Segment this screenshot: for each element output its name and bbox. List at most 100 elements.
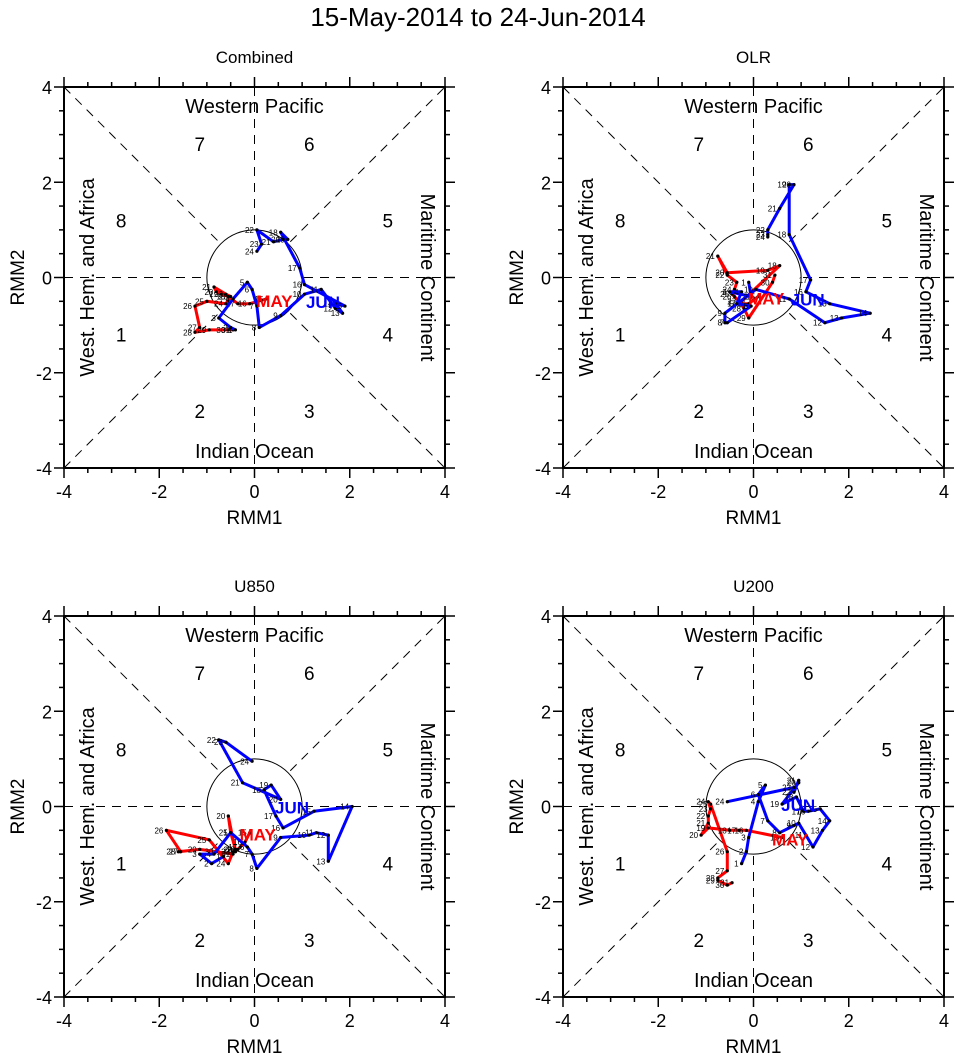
day-marker bbox=[780, 835, 784, 840]
day-marker bbox=[773, 273, 777, 277]
x-tick-label: -2 bbox=[151, 1011, 167, 1031]
day-marker bbox=[744, 828, 748, 832]
day-marker bbox=[236, 847, 240, 851]
panel-olr: OLR Western Pacific Indian Ocean West. Hem.… bbox=[507, 48, 954, 529]
day-label: 14 bbox=[324, 300, 333, 309]
x-tick-label: -4 bbox=[555, 482, 571, 502]
day-marker bbox=[312, 809, 316, 813]
region-label-right: Maritime Continent bbox=[416, 194, 438, 362]
day-marker bbox=[229, 294, 233, 299]
day-label: 21 bbox=[696, 819, 705, 828]
day-label: 23 bbox=[250, 240, 259, 249]
day-marker bbox=[212, 852, 216, 856]
day-label: 1 bbox=[741, 278, 746, 287]
day-label: 23 bbox=[756, 231, 765, 240]
day-label: 24 bbox=[723, 285, 732, 294]
day-label: 13 bbox=[331, 309, 340, 318]
day-marker bbox=[207, 328, 211, 332]
day-marker bbox=[238, 845, 242, 849]
day-label: 31 bbox=[221, 850, 230, 859]
day-label: 11 bbox=[310, 285, 319, 294]
day-marker bbox=[179, 850, 183, 854]
day-marker bbox=[224, 740, 228, 744]
region-label-top: Western Pacific bbox=[185, 96, 324, 118]
diagonal-guide bbox=[63, 86, 446, 469]
panel-combined: Combined Western Pacific Indian Ocean West.… bbox=[8, 48, 455, 529]
day-label: 10 bbox=[744, 285, 753, 294]
day-marker bbox=[766, 235, 770, 239]
day-label: 6 bbox=[751, 791, 756, 800]
day-marker bbox=[811, 845, 815, 849]
day-marker bbox=[205, 299, 209, 303]
day-label: 12 bbox=[801, 843, 810, 852]
day-marker bbox=[747, 280, 751, 284]
day-label: 18 bbox=[777, 231, 786, 240]
day-label: 28 bbox=[183, 328, 192, 337]
day-label: 16 bbox=[796, 807, 805, 816]
day-label: 3 bbox=[192, 850, 197, 859]
day-label: 11 bbox=[795, 831, 804, 840]
region-label-bottom: Indian Ocean bbox=[694, 970, 813, 992]
day-marker bbox=[747, 835, 751, 840]
day-label: 10 bbox=[293, 290, 302, 299]
day-marker bbox=[806, 809, 810, 813]
day-marker bbox=[792, 785, 796, 790]
day-label: 18 bbox=[768, 262, 777, 271]
day-label: 25 bbox=[197, 836, 206, 845]
day-marker bbox=[716, 876, 720, 880]
day-label: 5 bbox=[758, 781, 763, 790]
day-label: 17 bbox=[288, 264, 297, 273]
day-label: 19 bbox=[209, 290, 218, 299]
day-label: 29 bbox=[706, 876, 715, 885]
phase-label-5: 5 bbox=[383, 211, 394, 232]
day-marker bbox=[747, 316, 751, 320]
day-marker bbox=[756, 792, 760, 797]
x-tick-label: 0 bbox=[249, 1011, 259, 1031]
phase-label-1: 1 bbox=[116, 326, 127, 347]
day-label: 27 bbox=[715, 867, 724, 876]
day-label: 15 bbox=[302, 807, 311, 816]
day-label: 28 bbox=[706, 874, 715, 883]
day-label: 22 bbox=[207, 736, 216, 745]
panel-u850: U850 Western Pacific Indian Ocean West. Hem… bbox=[8, 577, 455, 1058]
day-marker bbox=[766, 233, 770, 237]
phase-label-4: 4 bbox=[882, 326, 893, 347]
day-label: 18 bbox=[718, 826, 727, 835]
day-marker bbox=[709, 807, 713, 811]
day-marker bbox=[792, 183, 796, 187]
phase-label-2: 2 bbox=[693, 402, 704, 423]
phase-label-8: 8 bbox=[116, 740, 127, 761]
day-marker bbox=[735, 302, 739, 306]
y-tick-label: 0 bbox=[42, 269, 52, 289]
x-tick-label: 4 bbox=[939, 482, 949, 502]
y-tick-label: 2 bbox=[42, 702, 52, 722]
day-label: 13 bbox=[316, 857, 325, 866]
x-tick-label: 0 bbox=[748, 482, 758, 502]
month-label-may: MAY bbox=[748, 290, 785, 309]
phase-label-4: 4 bbox=[383, 326, 394, 347]
y-tick-label: 0 bbox=[541, 798, 551, 818]
day-label: 20 bbox=[216, 812, 225, 821]
y-tick-label: 4 bbox=[541, 78, 551, 98]
y-tick-label: -4 bbox=[36, 988, 52, 1008]
day-label: 22 bbox=[782, 788, 791, 797]
phase-label-7: 7 bbox=[194, 664, 205, 685]
day-marker bbox=[797, 781, 801, 785]
day-marker bbox=[255, 228, 259, 232]
day-marker bbox=[281, 826, 285, 830]
day-marker bbox=[868, 311, 872, 315]
day-marker bbox=[217, 738, 221, 742]
day-marker bbox=[271, 240, 276, 244]
y-tick-label: -4 bbox=[36, 459, 52, 479]
day-marker bbox=[732, 287, 737, 292]
day-marker bbox=[255, 866, 259, 871]
x-tick-label: -4 bbox=[555, 1011, 571, 1031]
day-label: 26 bbox=[154, 826, 163, 835]
region-label-top: Western Pacific bbox=[684, 96, 823, 118]
day-label: 2 bbox=[739, 848, 744, 857]
y-tick-label: -2 bbox=[36, 364, 52, 384]
day-marker bbox=[333, 302, 338, 306]
day-label: 18 bbox=[269, 228, 278, 237]
region-label-top: Western Pacific bbox=[684, 625, 823, 647]
day-label: 5 bbox=[240, 278, 245, 287]
